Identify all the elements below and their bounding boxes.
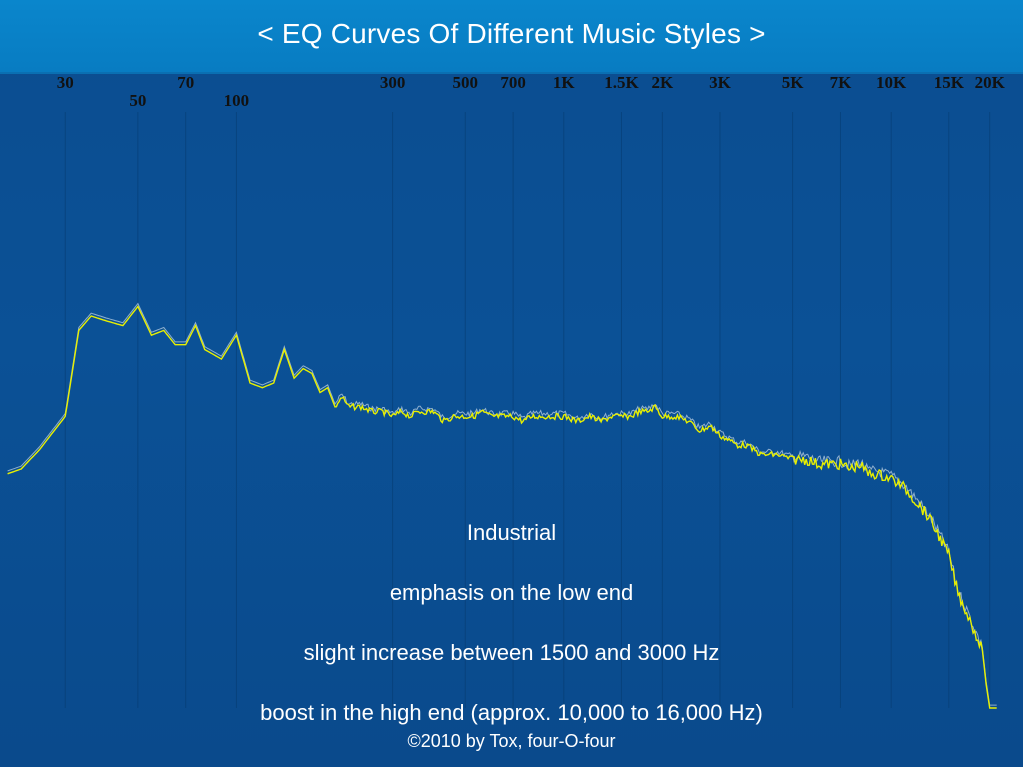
note-low-end: emphasis on the low end xyxy=(389,580,634,605)
title-bar: < EQ Curves Of Different Music Styles > xyxy=(0,0,1023,74)
tick-label-5k: 5K xyxy=(782,73,805,92)
tick-label-30: 30 xyxy=(57,73,74,92)
style-name: Industrial xyxy=(466,520,557,545)
eq-curve-secondary-trace xyxy=(7,302,997,706)
gridlines xyxy=(64,112,991,708)
tick-label-100: 100 xyxy=(224,91,250,110)
tick-label-3k: 3K xyxy=(709,73,732,92)
tick-label-1-5k: 1.5K xyxy=(604,73,639,92)
style-notes: Industrial emphasis on the low end sligh… xyxy=(0,518,1023,758)
eq-curve-series-0 xyxy=(7,305,997,709)
tick-label-1k: 1K xyxy=(553,73,576,92)
frequency-tick-labels: 30 50 70 100 300 500 700 1K 1.5K 2K 3K 5K 7K 10K 15K 20… xyxy=(57,73,1006,110)
eq-curves xyxy=(7,302,997,709)
copyright-credit: ©2010 by Tox, four-O-four xyxy=(407,731,616,751)
tick-label-10k: 10K xyxy=(876,73,907,92)
tick-label-50: 50 xyxy=(129,91,146,110)
tick-label-300: 300 xyxy=(380,73,406,92)
slide-title: < EQ Curves Of Different Music Styles > xyxy=(257,18,766,49)
tick-label-500: 500 xyxy=(452,73,478,92)
tick-label-2k: 2K xyxy=(651,73,674,92)
tick-label-20k: 20K xyxy=(975,73,1006,92)
note-mid-increase: slight increase between 1500 and 3000 Hz xyxy=(303,640,720,665)
tick-label-15k: 15K xyxy=(934,73,965,92)
tick-label-7k: 7K xyxy=(830,73,853,92)
note-high-boost: boost in the high end (approx. 10,000 to… xyxy=(260,700,763,725)
tick-label-700: 700 xyxy=(500,73,526,92)
tick-label-70: 70 xyxy=(177,73,194,92)
